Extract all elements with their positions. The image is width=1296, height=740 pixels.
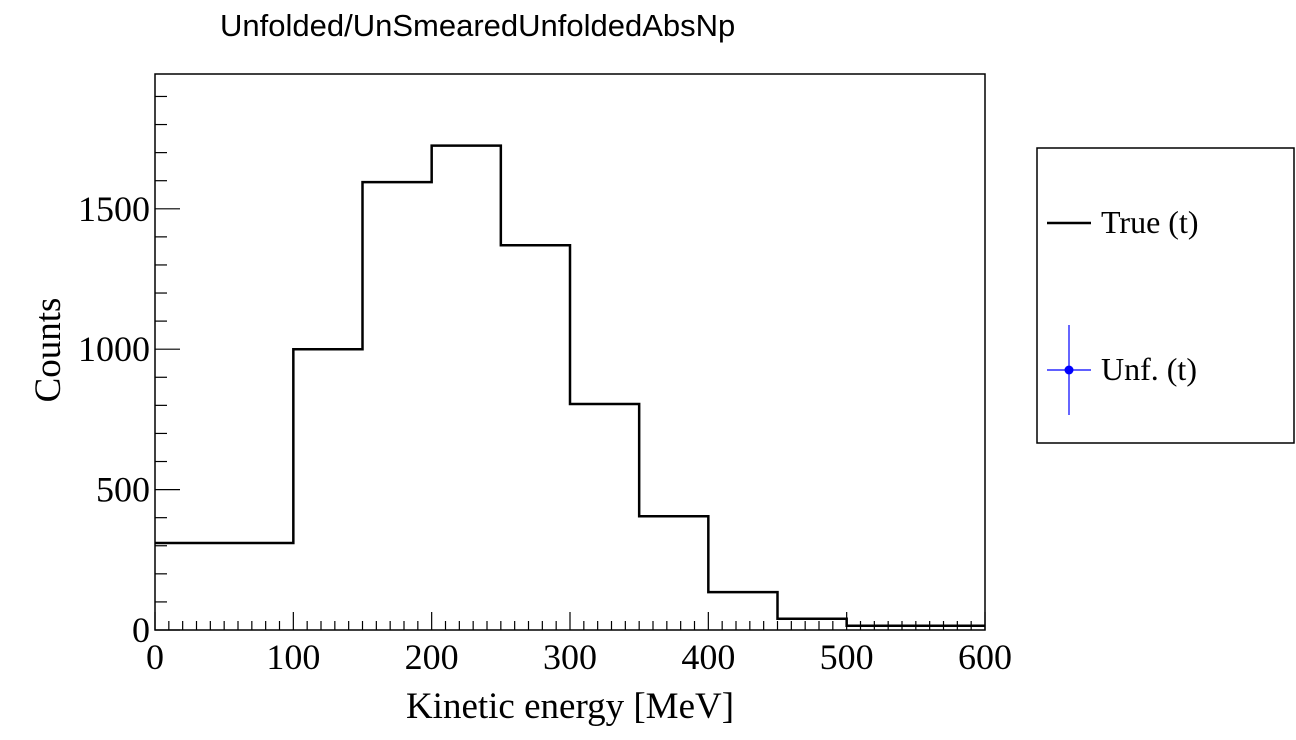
x-tick-label: 200 <box>405 637 459 677</box>
x-tick-label: 100 <box>266 637 320 677</box>
true-histogram-line <box>155 144 985 628</box>
x-axis-label: Kinetic energy [MeV] <box>406 686 734 727</box>
legend-unf-label: Unf. (t) <box>1101 351 1197 387</box>
y-axis-label: Counts <box>28 298 69 403</box>
x-tick-label: 300 <box>543 637 597 677</box>
legend-box <box>1036 147 1295 444</box>
chart-title: Unfolded/UnSmearedUnfoldedAbsNp <box>220 8 735 43</box>
x-axis: 0 100 200 300 400 500 600 <box>146 612 1012 677</box>
y-tick-label: 1500 <box>78 189 150 229</box>
x-tick-label: 500 <box>820 637 874 677</box>
x-tick-label: 600 <box>958 637 1012 677</box>
legend-true-label: True (t) <box>1101 204 1198 240</box>
legend: True (t) Unf. (t) <box>1036 147 1295 444</box>
y-tick-label: 1000 <box>78 329 150 369</box>
legend-unf-marker-icon <box>1064 365 1074 375</box>
y-tick-label: 0 <box>132 610 150 650</box>
x-tick-label: 0 <box>146 637 164 677</box>
y-axis: 0 500 1000 1500 <box>78 95 180 650</box>
y-tick-label: 500 <box>96 470 150 510</box>
x-tick-label: 400 <box>681 637 735 677</box>
